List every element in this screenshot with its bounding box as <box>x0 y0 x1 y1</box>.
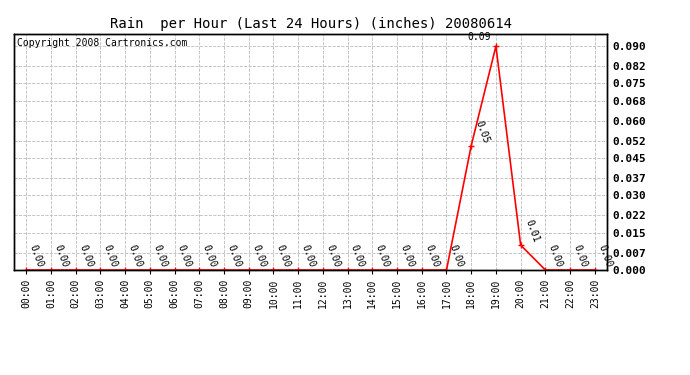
Text: 0.00: 0.00 <box>349 243 366 268</box>
Text: 0.00: 0.00 <box>596 243 613 268</box>
Text: Copyright 2008 Cartronics.com: Copyright 2008 Cartronics.com <box>17 39 187 48</box>
Text: 0.00: 0.00 <box>52 243 70 268</box>
Text: 0.00: 0.00 <box>151 243 168 268</box>
Text: 0.00: 0.00 <box>201 243 218 268</box>
Text: 0.00: 0.00 <box>448 243 465 268</box>
Text: 0.01: 0.01 <box>524 218 541 244</box>
Text: 0.00: 0.00 <box>299 243 317 268</box>
Text: 0.00: 0.00 <box>571 243 589 268</box>
Text: 0.00: 0.00 <box>28 243 45 268</box>
Text: 0.00: 0.00 <box>546 243 564 268</box>
Text: 0.00: 0.00 <box>324 243 342 268</box>
Text: 0.00: 0.00 <box>275 243 293 268</box>
Text: 0.00: 0.00 <box>250 243 268 268</box>
Text: 0.00: 0.00 <box>226 243 243 268</box>
Text: 0.05: 0.05 <box>474 119 491 144</box>
Text: 0.00: 0.00 <box>398 243 416 268</box>
Text: 0.00: 0.00 <box>374 243 391 268</box>
Text: 0.00: 0.00 <box>176 243 193 268</box>
Title: Rain  per Hour (Last 24 Hours) (inches) 20080614: Rain per Hour (Last 24 Hours) (inches) 2… <box>110 17 511 31</box>
Text: 0.00: 0.00 <box>126 243 144 268</box>
Text: 0.00: 0.00 <box>101 243 119 268</box>
Text: 0.00: 0.00 <box>77 243 95 268</box>
Text: 0.00: 0.00 <box>423 243 441 268</box>
Text: 0.09: 0.09 <box>467 32 491 42</box>
